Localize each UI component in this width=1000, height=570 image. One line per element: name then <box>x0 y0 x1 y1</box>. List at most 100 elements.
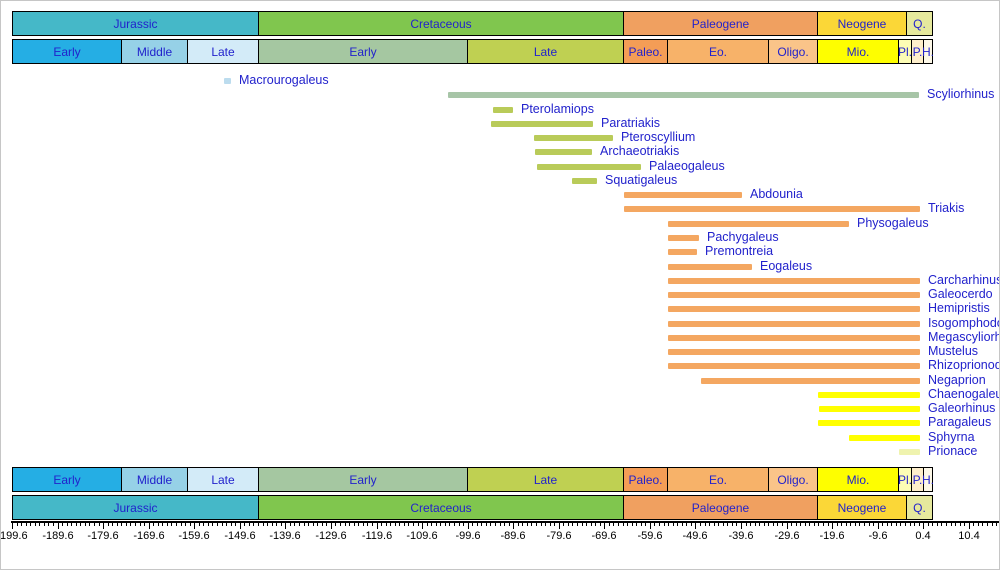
axis-minor-tick <box>39 523 40 526</box>
axis-minor-tick <box>951 523 952 526</box>
taxon-label-chaenogaleus: Chaenogaleus <box>928 387 999 401</box>
axis-minor-tick <box>35 523 36 526</box>
axis-minor-tick <box>905 523 906 526</box>
axis-minor-tick <box>244 523 245 526</box>
axis-minor-tick <box>117 523 118 526</box>
axis-minor-tick <box>76 523 77 526</box>
axis-tick-label: -109.6 <box>406 530 438 542</box>
axis-minor-tick <box>463 523 464 526</box>
axis-minor-tick <box>381 523 382 526</box>
axis-minor-tick <box>964 523 965 526</box>
axis-tick-label: -49.6 <box>682 530 708 542</box>
axis-minor-tick <box>235 523 236 526</box>
taxon-label-pterolamiops: Pterolamiops <box>521 102 594 116</box>
epoch-band-label: Early <box>53 472 81 487</box>
axis-minor-tick <box>846 523 847 526</box>
axis-minor-tick <box>495 523 496 526</box>
epoch-band-label: H. <box>922 472 934 487</box>
taxon-label-carcharhinus: Carcharhinus <box>928 273 1000 287</box>
axis-major-tick <box>12 523 13 529</box>
axis-minor-tick <box>887 523 888 526</box>
axis-minor-tick <box>595 523 596 526</box>
axis-minor-tick <box>550 523 551 526</box>
axis-minor-tick <box>108 523 109 526</box>
axis-minor-tick <box>859 523 860 526</box>
axis-major-tick <box>58 523 59 529</box>
axis-minor-tick <box>527 523 528 526</box>
epoch-band-late: Late <box>467 467 624 492</box>
axis-minor-tick <box>304 523 305 526</box>
axis-minor-tick <box>253 523 254 526</box>
axis-tick-label: -189.6 <box>42 530 74 542</box>
axis-minor-tick <box>171 523 172 526</box>
epoch-band-label: Mio. <box>846 44 870 59</box>
epoch-band-label: Late <box>211 472 235 487</box>
axis-minor-tick <box>955 523 956 526</box>
axis-minor-tick <box>736 523 737 526</box>
axis-minor-tick <box>910 523 911 526</box>
axis-minor-tick <box>768 523 769 526</box>
axis-minor-tick <box>363 523 364 526</box>
period-band-cretaceous: Cretaceous <box>258 11 624 36</box>
epoch-band-label: Eo. <box>708 44 727 59</box>
axis-minor-tick <box>313 523 314 526</box>
axis-minor-tick <box>135 523 136 526</box>
axis-minor-tick <box>112 523 113 526</box>
axis-tick-label: -119.6 <box>361 530 393 542</box>
taxon-range-bar-isogomphodon <box>668 321 920 327</box>
axis-tick-label: -159.6 <box>178 530 210 542</box>
epoch-band-early: Early <box>12 39 122 64</box>
period-band-label: Neogene <box>837 16 887 31</box>
taxon-range-bar-carcharhinus <box>668 278 920 284</box>
axis-minor-tick <box>99 523 100 526</box>
period-band-q: Q. <box>906 11 933 36</box>
axis-major-tick <box>969 523 970 529</box>
epoch-band-early: Early <box>258 39 468 64</box>
period-band-label: Jurassic <box>113 16 158 31</box>
axis-minor-tick <box>199 523 200 526</box>
axis-minor-tick <box>212 523 213 526</box>
axis-minor-tick <box>645 523 646 526</box>
axis-minor-tick <box>190 523 191 526</box>
taxon-range-bar-scyliorhinus <box>448 92 919 98</box>
axis-minor-tick <box>477 523 478 526</box>
axis-tick-label: -169.6 <box>133 530 165 542</box>
axis-tick-label: -129.6 <box>315 530 347 542</box>
axis-minor-tick <box>290 523 291 526</box>
axis-major-tick <box>194 523 195 529</box>
period-band-paleogene: Paleogene <box>623 495 818 520</box>
epoch-band-middle: Middle <box>121 39 188 64</box>
taxon-range-bar-megascyliorhinus <box>668 335 920 341</box>
axis-major-tick <box>149 523 150 529</box>
epoch-band-pl: Pl. <box>898 467 912 492</box>
axis-major-tick <box>285 523 286 529</box>
axis-minor-tick <box>759 523 760 526</box>
axis-minor-tick <box>641 523 642 526</box>
epoch-band-middle: Middle <box>121 467 188 492</box>
axis-minor-tick <box>992 523 993 526</box>
axis-minor-tick <box>121 523 122 526</box>
axis-minor-tick <box>436 523 437 526</box>
axis-minor-tick <box>541 523 542 526</box>
axis-minor-tick <box>668 523 669 526</box>
axis-minor-tick <box>613 523 614 526</box>
axis-minor-tick <box>732 523 733 526</box>
axis-tick-label: -59.6 <box>637 530 663 542</box>
axis-minor-tick <box>472 523 473 526</box>
axis-minor-tick <box>623 523 624 526</box>
axis-minor-tick <box>408 523 409 526</box>
epoch-band-late: Late <box>187 467 259 492</box>
axis-minor-tick <box>891 523 892 526</box>
axis-minor-tick <box>946 523 947 526</box>
axis-minor-tick <box>226 523 227 526</box>
period-band-neogene: Neogene <box>817 495 907 520</box>
axis-minor-tick <box>71 523 72 526</box>
axis-major-tick <box>650 523 651 529</box>
epoch-band-pl: Pl. <box>898 39 912 64</box>
period-band-label: Cretaceous <box>410 16 472 31</box>
axis-minor-tick <box>554 523 555 526</box>
axis-major-tick <box>559 523 560 529</box>
axis-minor-tick <box>390 523 391 526</box>
epoch-band-label: Early <box>349 44 377 59</box>
epoch-band-label: Mio. <box>846 472 870 487</box>
